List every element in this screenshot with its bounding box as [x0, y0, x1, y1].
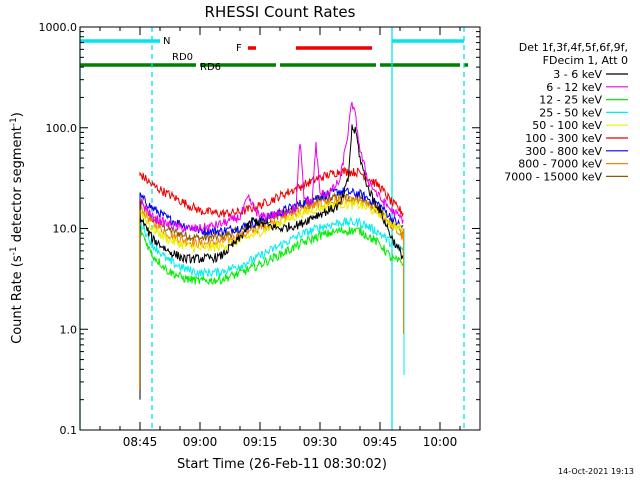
state-label-n: N: [163, 36, 170, 47]
x-axis-label: Start Time (26-Feb-11 08:30:02): [177, 457, 387, 472]
legend-header-line-2: FDecim 1, Att 0: [543, 54, 628, 67]
y-axis: 0.1 1.0 10.0 100.0 1000.0: [39, 21, 480, 437]
series-line-100-300-kev: [139, 166, 404, 218]
x-axis: 08:45 09:00 09:15 09:30 09:45 10:00: [79, 27, 481, 449]
state-label-rd0: RD0: [172, 52, 193, 63]
y-tick-label: 10.0: [53, 223, 78, 236]
state-label-rd6: RD6: [200, 62, 221, 73]
legend-label: 3 - 6 keV: [553, 68, 602, 81]
attenuator-state-bars: N F RD0 RD6: [80, 36, 468, 73]
legend-label: 7000 - 15000 keV: [504, 170, 602, 183]
series-line-6-12-kev: [139, 101, 404, 233]
y-tick-label: 1000.0: [39, 21, 78, 34]
x-tick-label: 09:30: [303, 435, 338, 449]
legend-label: 12 - 25 keV: [539, 94, 602, 107]
legend-label: 300 - 800 keV: [525, 145, 602, 158]
legend: Det 1f,3f,4f,5f,6f,9f, FDecim 1, Att 0 3…: [504, 41, 628, 183]
x-tick-label: 10:00: [423, 435, 458, 449]
state-label-f: F: [236, 43, 242, 54]
y-axis-label: Count Rate (s-1 detector segment-1): [9, 112, 25, 344]
x-tick-label: 09:45: [363, 435, 398, 449]
x-tick-label: 09:00: [183, 435, 218, 449]
legend-header-line-1: Det 1f,3f,4f,5f,6f,9f,: [519, 41, 628, 54]
legend-label: 50 - 100 keV: [532, 119, 602, 132]
y-tick-label: 1.0: [60, 323, 78, 336]
legend-label: 800 - 7000 keV: [518, 158, 602, 171]
series-line-25-50-kev: [139, 216, 404, 278]
series-line-300-800-kev: [139, 187, 404, 237]
legend-label: 6 - 12 keV: [546, 81, 602, 94]
generated-timestamp: 14-Oct-2021 19:13: [558, 467, 634, 476]
series-lines: [139, 101, 405, 400]
legend-label: 25 - 50 keV: [539, 106, 602, 119]
chart-title: RHESSI Count Rates: [205, 3, 356, 21]
y-tick-label: 0.1: [60, 424, 78, 437]
y-tick-label: 100.0: [46, 122, 78, 135]
series-line-50-100-kev: [139, 198, 404, 253]
legend-label: 100 - 300 keV: [525, 132, 602, 145]
series-line-12-25-kev: [139, 223, 404, 286]
x-tick-label: 09:15: [243, 435, 278, 449]
series-line-3-6-kev: [139, 124, 404, 265]
x-tick-label: 08:45: [123, 435, 158, 449]
